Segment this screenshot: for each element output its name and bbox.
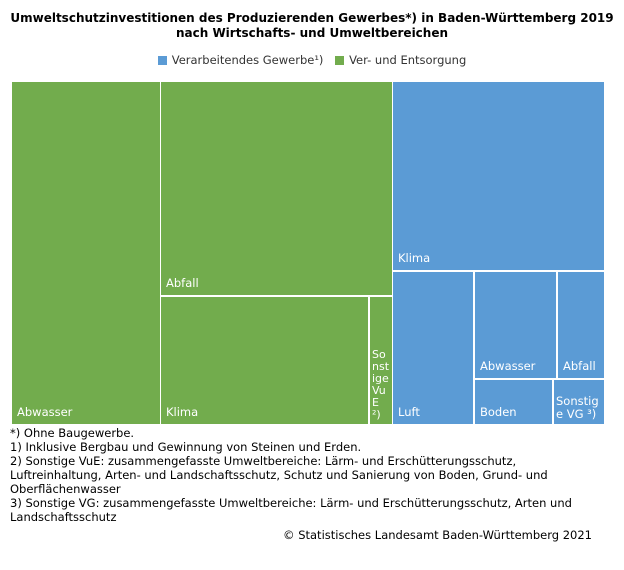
chart-title: Umweltschutzinvestitionen des Produziere… bbox=[0, 11, 624, 41]
legend-item-vue[interactable]: Ver- und Entsorgung bbox=[335, 53, 466, 67]
cell-label: Abwasser bbox=[480, 359, 536, 373]
subtitle: nach Wirtschafts- und Umweltbereichen bbox=[175, 26, 449, 40]
legend-swatch bbox=[335, 56, 345, 65]
treemap-cell-vue-klima[interactable]: Klima bbox=[161, 297, 368, 424]
treemap-cell-vg-boden[interactable]: Boden bbox=[475, 380, 552, 424]
cell-label: Sonstige VuE ²) bbox=[372, 348, 390, 421]
footnote: 3) Sonstige VG: zusammengefasste Umweltb… bbox=[10, 496, 572, 524]
footnote: 1) Inklusive Bergbau und Gewinnung von S… bbox=[10, 440, 362, 454]
treemap-cell-vue-abfall[interactable]: Abfall bbox=[161, 82, 392, 295]
treemap-cell-vue-sonstige[interactable]: Sonstige VuE ²) bbox=[370, 297, 392, 424]
cell-label: Klima bbox=[398, 251, 431, 265]
footnote: 2) Sonstige VuE: zusammengefasste Umwelt… bbox=[10, 454, 548, 496]
copyright: © Statistisches Landesamt Baden-Württemb… bbox=[283, 528, 592, 542]
cell-label: Abwasser bbox=[17, 405, 73, 419]
cell-label: Sonstige VG ³) bbox=[556, 394, 599, 421]
cell-label: Luft bbox=[398, 405, 420, 419]
treemap-cell-vg-abwasser[interactable]: Abwasser bbox=[475, 272, 556, 378]
footnotes: *) Ohne Baugewerbe. 1) Inklusive Bergbau… bbox=[10, 426, 606, 524]
treemap-cell-vg-sonstige[interactable]: Sonstige VG ³) bbox=[554, 380, 604, 424]
legend-label: Verarbeitendes Gewerbe¹) bbox=[171, 53, 324, 67]
treemap-cell-vg-abfall[interactable]: Abfall bbox=[558, 272, 604, 378]
legend-item-vg[interactable]: Verarbeitendes Gewerbe¹) bbox=[157, 53, 324, 67]
treemap-cell-vue-abwasser[interactable]: Abwasser bbox=[12, 82, 160, 424]
cell-label: Abfall bbox=[563, 359, 596, 373]
cell-label: Klima bbox=[166, 405, 199, 419]
legend-swatch bbox=[157, 56, 167, 65]
legend: Verarbeitendes Gewerbe¹) Ver- und Entsor… bbox=[0, 53, 624, 67]
cell-label: Abfall bbox=[166, 276, 199, 290]
treemap-cell-vg-luft[interactable]: Luft bbox=[393, 272, 473, 424]
footer: *) Ohne Baugewerbe. 1) Inklusive Bergbau… bbox=[10, 426, 606, 542]
cell-label: Boden bbox=[480, 405, 517, 419]
title-line-1: Umweltschutzinvestitionen des Produziere… bbox=[10, 11, 614, 25]
treemap-cell-vg-klima[interactable]: Klima bbox=[393, 82, 604, 270]
legend-label: Ver- und Entsorgung bbox=[349, 53, 467, 67]
footnote: *) Ohne Baugewerbe. bbox=[10, 426, 135, 440]
